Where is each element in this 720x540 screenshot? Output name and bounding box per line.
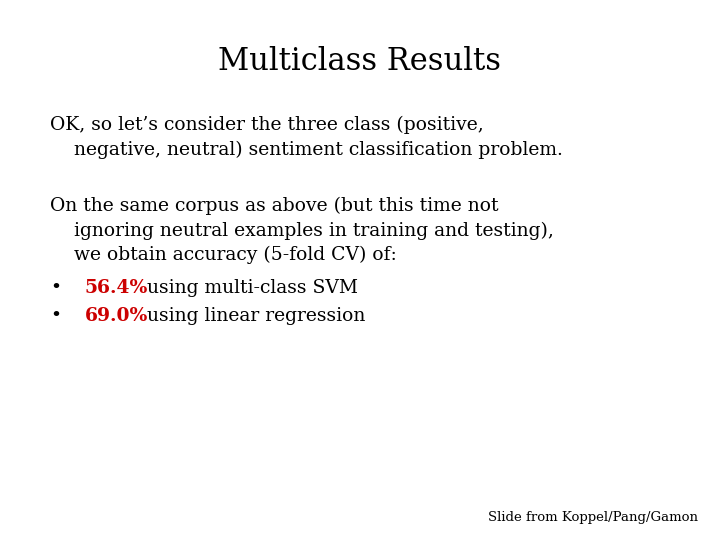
Text: ignoring neutral examples in training and testing),: ignoring neutral examples in training an…: [50, 221, 554, 240]
Text: negative, neutral) sentiment classification problem.: negative, neutral) sentiment classificat…: [50, 140, 563, 159]
Text: we obtain accuracy (5-fold CV) of:: we obtain accuracy (5-fold CV) of:: [50, 246, 397, 264]
Text: •: •: [50, 279, 61, 297]
Text: On the same corpus as above (but this time not: On the same corpus as above (but this ti…: [50, 197, 499, 215]
Text: 56.4%: 56.4%: [85, 279, 148, 297]
Text: using linear regression: using linear regression: [135, 307, 366, 325]
Text: using multi-class SVM: using multi-class SVM: [135, 279, 359, 297]
Text: Slide from Koppel/Pang/Gamon: Slide from Koppel/Pang/Gamon: [488, 511, 698, 524]
Text: OK, so let’s consider the three class (positive,: OK, so let’s consider the three class (p…: [50, 116, 484, 134]
Text: 69.0%: 69.0%: [85, 307, 148, 325]
Text: Multiclass Results: Multiclass Results: [218, 46, 502, 77]
Text: •: •: [50, 307, 61, 325]
